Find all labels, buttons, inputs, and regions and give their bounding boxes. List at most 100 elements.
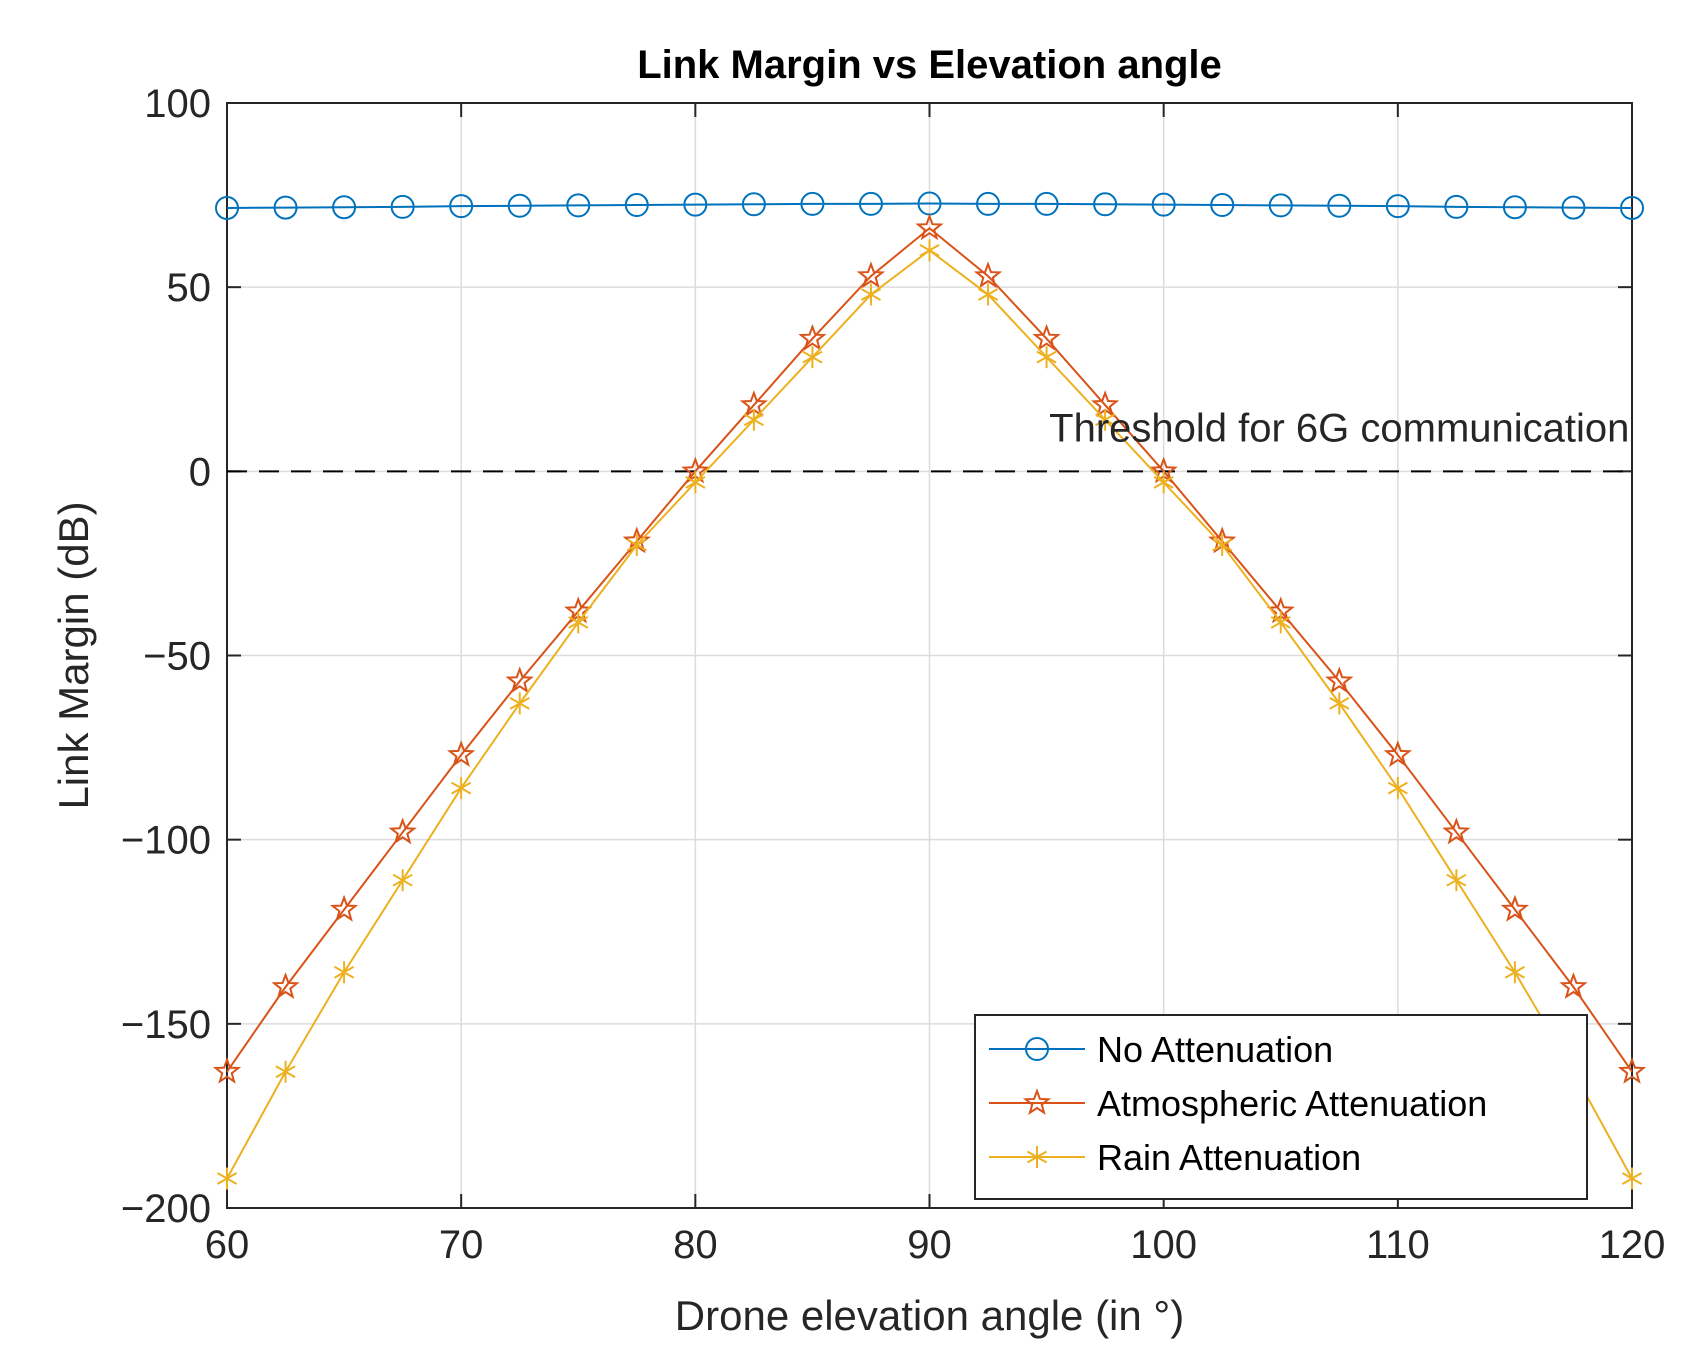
data-point-marker xyxy=(915,213,944,241)
data-point-marker xyxy=(683,192,708,217)
y-axis-label: Link Margin (dB) xyxy=(50,501,97,809)
data-point-marker xyxy=(1329,692,1350,715)
data-point-marker xyxy=(919,239,940,262)
data-point-marker xyxy=(447,740,476,767)
data-point-marker xyxy=(1025,1037,1049,1061)
data-point-marker xyxy=(566,193,591,218)
data-point-marker xyxy=(1383,740,1412,767)
y-tick-label: 100 xyxy=(144,82,211,126)
data-point-marker xyxy=(1561,195,1586,220)
data-point-marker xyxy=(1444,194,1469,219)
data-point-marker xyxy=(449,194,474,219)
data-point-marker xyxy=(1620,195,1644,220)
data-point-marker xyxy=(1442,817,1471,845)
data-point-marker xyxy=(685,471,706,494)
data-point-marker xyxy=(860,283,882,306)
x-axis-label: Drone elevation angle (in °) xyxy=(675,1292,1184,1339)
data-point-marker xyxy=(334,961,355,984)
series-no-attenuation xyxy=(215,191,1644,220)
tick-labels: 60 70 80 90 100 110 120 −200 −150 −100 −50 0 50 100 xyxy=(121,82,1665,1267)
data-point-marker xyxy=(1093,192,1118,217)
data-point-marker xyxy=(1500,894,1530,922)
data-point-marker xyxy=(388,817,417,845)
data-point-marker xyxy=(858,191,883,216)
legend-item: Atmospheric Attenuation xyxy=(989,1083,1487,1124)
axes xyxy=(226,102,1633,1209)
x-tick-label: 70 xyxy=(439,1223,484,1267)
data-point-marker xyxy=(1212,534,1233,556)
legend-label: Atmospheric Attenuation xyxy=(1097,1083,1487,1124)
x-tick-label: 120 xyxy=(1599,1223,1666,1267)
data-point-marker xyxy=(1210,193,1235,218)
data-point-marker xyxy=(212,1056,242,1084)
data-point-marker xyxy=(856,261,886,289)
data-point-marker xyxy=(1325,666,1354,694)
data-point-marker xyxy=(451,777,472,800)
y-tick-label: −50 xyxy=(143,635,211,679)
data-point-marker xyxy=(1036,346,1057,369)
data-point-marker xyxy=(275,1060,296,1083)
x-tick-label: 110 xyxy=(1366,1223,1430,1267)
data-point-marker xyxy=(973,261,1003,289)
legend-item: No Attenuation xyxy=(989,1029,1333,1070)
data-point-marker xyxy=(392,869,413,892)
data-point-marker xyxy=(215,195,239,220)
data-point-marker xyxy=(800,191,825,216)
x-tick-label: 60 xyxy=(205,1223,250,1267)
legend-item: Rain Attenuation xyxy=(989,1137,1361,1178)
x-tick-label: 80 xyxy=(673,1223,718,1267)
data-point-marker xyxy=(1617,1056,1647,1084)
data-point-marker xyxy=(273,195,298,220)
legend-label: No Attenuation xyxy=(1097,1029,1333,1070)
data-point-marker xyxy=(1387,777,1408,800)
y-tick-label: 50 xyxy=(167,266,212,310)
data-point-marker xyxy=(798,323,827,351)
legend-label: Rain Attenuation xyxy=(1097,1137,1361,1178)
data-point-marker xyxy=(624,193,649,218)
legend: No Attenuation Atmospheric Attenuation Rai… xyxy=(974,1014,1588,1200)
data-point-marker xyxy=(1032,323,1061,351)
data-point-marker xyxy=(1385,194,1410,219)
data-point-marker xyxy=(507,193,532,218)
data-point-marker xyxy=(802,346,823,369)
data-point-marker xyxy=(1502,195,1527,220)
data-point-marker xyxy=(743,408,764,431)
data-point-marker xyxy=(1151,192,1176,217)
data-point-marker xyxy=(977,283,999,306)
x-tick-label: 100 xyxy=(1130,1223,1197,1267)
legend-box xyxy=(974,1014,1588,1200)
data-point-marker xyxy=(1022,1088,1052,1116)
data-point-marker xyxy=(626,534,647,556)
x-tick-label: 90 xyxy=(907,1223,952,1267)
data-point-marker xyxy=(505,666,534,694)
chart-title: Link Margin vs Elevation angle xyxy=(637,43,1222,87)
data-point-marker xyxy=(216,1167,238,1190)
data-point-marker xyxy=(390,194,415,219)
data-point-marker xyxy=(976,191,1001,216)
data-point-marker xyxy=(329,894,359,922)
y-tick-label: −200 xyxy=(121,1187,211,1231)
series-line xyxy=(226,226,1633,1073)
data-point-marker xyxy=(509,692,530,715)
data-point-marker xyxy=(1034,191,1059,216)
data-point-marker xyxy=(271,972,300,1000)
data-point-marker xyxy=(1327,193,1352,218)
y-tick-label: −100 xyxy=(121,819,211,863)
data-point-marker xyxy=(1095,408,1116,431)
data-point-marker xyxy=(1270,611,1291,634)
y-tick-label: −150 xyxy=(121,1003,211,1047)
y-tick-label: 0 xyxy=(189,450,211,494)
data-point-marker xyxy=(1621,1167,1643,1190)
data-point-marker xyxy=(568,611,589,634)
data-point-marker xyxy=(1559,972,1588,1000)
data-point-marker xyxy=(1446,869,1467,892)
data-point-marker xyxy=(1153,471,1174,494)
threshold-annotation: Threshold for 6G communication xyxy=(1049,407,1629,451)
data-point-marker xyxy=(1268,193,1293,218)
data-point-marker xyxy=(332,195,357,220)
series-line xyxy=(226,202,1633,209)
data-point-marker xyxy=(1026,1146,1048,1168)
data-point-marker xyxy=(741,192,766,217)
data-point-marker xyxy=(1504,961,1525,984)
